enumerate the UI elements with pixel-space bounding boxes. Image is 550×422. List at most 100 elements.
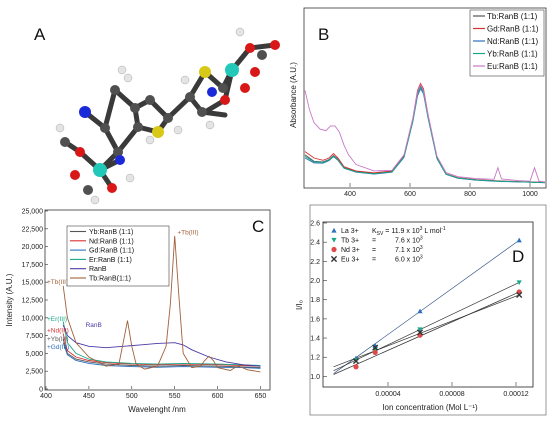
- atom-markers: [55, 27, 280, 205]
- c-series-yb-ranb-1-1: [62, 339, 261, 369]
- d-legend-ksv: KSV = 11.9 x 103 L mol-1: [372, 226, 446, 237]
- d-fit-eu-3: [333, 294, 520, 368]
- c-x-tick-3: 550: [169, 393, 181, 400]
- panel-b: B Absorbance (A.U.) 400 600 800 1000 Tb:Ran…: [289, 7, 547, 198]
- c-series-er-ranb-1-1: [62, 321, 261, 366]
- panel-c-xlabel: Wavelenght /nm: [128, 405, 186, 414]
- c-annotation-5: +Yb(III): [47, 336, 69, 343]
- panel-d-fit-lines: [333, 239, 520, 375]
- c-y-tick-7: 17,500: [22, 262, 44, 269]
- c-legend-label-4: RanB: [89, 266, 107, 273]
- b-x-tick-0: 400: [344, 191, 356, 198]
- panel-label-d: D: [512, 247, 524, 266]
- panel-c-ylabel: Intensity (A.U.): [5, 273, 14, 326]
- c-annotation-6: +Gd(III): [47, 344, 69, 351]
- panel-d-legend: La 3+ KSV = 11.9 x 103 L mol-1 Tb 3+ = 7.6 x…: [330, 226, 446, 264]
- c-x-tick-0: 400: [40, 393, 52, 400]
- c-x-tick-4: 600: [212, 393, 224, 400]
- c-y-tick-8: 20,000: [22, 244, 44, 251]
- d-legend-ksv-1: 7.6 x 103: [395, 236, 423, 245]
- panel-c-annotations: +Tb(III) +Tb(III) +Er(III) RanB +Nd(III)+Yb(…: [47, 229, 199, 351]
- svg-text:=: =: [372, 247, 376, 254]
- d-y-tick-1: 1.2: [310, 355, 320, 362]
- d-point-eu-3-0: [352, 357, 360, 365]
- d-point-nd-3-0: [353, 364, 359, 370]
- panel-d-ylabel: I/I₀: [295, 300, 304, 310]
- c-x-tick-5: 650: [255, 393, 267, 400]
- c-annotation-4: +Nd(III): [47, 328, 69, 335]
- d-legend-label-0: La 3+: [341, 228, 359, 235]
- c-series-nd-ranb-1-1: [62, 333, 261, 367]
- c-legend-label-2: Gd:RanB (1:1): [89, 248, 134, 255]
- d-fit-la-3: [333, 239, 520, 374]
- panel-c-ticks: 400 450 500 550 600 650 0 2,500 5,000 7,500 10,000…: [22, 209, 267, 401]
- d-legend-marker-0: [331, 227, 337, 233]
- panel-label-b: B: [318, 25, 329, 44]
- panel-c: C Intensity (A.U.) Wavelenght /nm 400 450…: [5, 209, 271, 414]
- panel-b-legend: Tb:RanB (1:1) Gd:RanB (1:1) Nd:RanB (1:1) Y…: [469, 9, 545, 77]
- d-point-tb-3-3: [516, 280, 522, 286]
- c-y-tick-5: 12,500: [22, 298, 44, 305]
- d-y-tick-5: 2.0: [310, 278, 320, 285]
- b-legend-label-1: Gd:RanB (1:1): [487, 25, 539, 34]
- c-y-tick-9: 22,500: [22, 226, 44, 233]
- d-point-nd-3-1: [372, 349, 378, 356]
- panel-c-legend: Yb:RanB (1:1) Nd:RanB (1:1) Gd:RanB (1:1) E…: [66, 225, 170, 287]
- c-annotation-2: +Er(III): [47, 316, 67, 323]
- d-y-tick-8: 2.6: [310, 221, 320, 228]
- c-annotation-1: +Tb(III): [47, 279, 68, 286]
- d-y-tick-4: 1.8: [310, 297, 320, 304]
- d-x-tick-2: 0.00012: [503, 391, 528, 398]
- d-legend-label-3: Eu 3+: [341, 257, 360, 264]
- b-series-eu-ranb-1-1: [304, 83, 546, 183]
- b-legend-label-2: Nd:RanB (1:1): [487, 37, 538, 46]
- panel-label-a: A: [34, 25, 46, 44]
- panel-d-xlabel: Ion concentration (Mol L⁻¹): [382, 403, 478, 412]
- d-x-tick-0: 0.00004: [375, 391, 400, 398]
- c-annotation-3: RanB: [86, 322, 102, 329]
- d-y-tick-0: 1.0: [310, 374, 320, 381]
- c-y-tick-0: 0: [39, 387, 43, 394]
- d-x-tick-1: 0.00008: [439, 391, 464, 398]
- b-legend-label-4: Eu:RanB (1:1): [487, 62, 538, 71]
- c-y-tick-10: 25,000: [22, 209, 44, 216]
- d-fit-nd-3: [333, 291, 520, 375]
- d-legend-ksv-2: 7.1 x 103: [395, 245, 423, 254]
- c-legend-label-1: Nd:RanB (1:1): [89, 238, 134, 245]
- panel-b-frame: [303, 7, 547, 189]
- c-y-tick-1: 2,500: [25, 369, 43, 376]
- b-x-tick-1: 600: [404, 191, 416, 198]
- b-legend-label-0: Tb:RanB (1:1): [487, 12, 538, 21]
- d-y-tick-7: 2.4: [310, 240, 320, 247]
- c-y-tick-6: 15,000: [22, 280, 44, 287]
- d-point-la-3-2: [417, 308, 423, 314]
- svg-text:=: =: [372, 238, 376, 245]
- b-x-tick-2: 800: [464, 191, 476, 198]
- panel-b-ylabel: Absorbance (A.U.): [289, 62, 298, 128]
- d-legend-marker-1: [331, 237, 337, 243]
- d-point-la-3-3: [516, 237, 522, 243]
- d-legend-marker-2: [331, 246, 337, 253]
- panel-d-ticks: 0.00004 0.00008 0.00012 1.0 1.2 1.4 1.6 1.8 2.0 2…: [310, 221, 528, 399]
- d-legend-label-2: Nd 3+: [341, 247, 360, 254]
- d-legend-ksv-3: 6.0 x 103: [395, 255, 423, 264]
- d-point-eu-3-1: [372, 344, 379, 351]
- c-y-tick-3: 7,500: [25, 333, 43, 340]
- c-legend-label-3: Er:RanB (1:1): [89, 257, 132, 264]
- c-legend-label-5: Tb:RanB(1:1): [89, 276, 131, 283]
- c-y-tick-4: 10,000: [22, 315, 44, 322]
- panel-a: A: [34, 25, 280, 205]
- d-point-eu-3-3: [516, 291, 523, 299]
- panel-b-series: [304, 82, 546, 184]
- panel-label-c: C: [252, 217, 264, 236]
- c-series-gd-ranb-1-1: [62, 342, 261, 369]
- c-series-ranb: [62, 324, 261, 367]
- panel-d-frame: [322, 221, 534, 388]
- b-series-yb-ranb-1-1: [304, 86, 546, 183]
- d-point-eu-3-2: [416, 329, 424, 336]
- d-y-tick-3: 1.6: [310, 316, 320, 323]
- d-fit-tb-3: [333, 282, 520, 371]
- panel-d-points: [352, 237, 523, 370]
- c-x-tick-2: 500: [126, 393, 138, 400]
